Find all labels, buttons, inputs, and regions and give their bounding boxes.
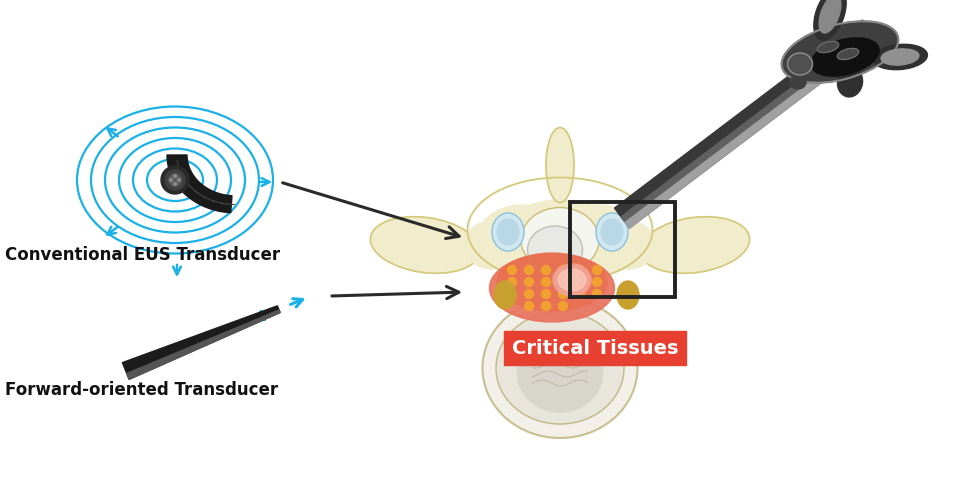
Polygon shape <box>624 33 878 228</box>
Circle shape <box>592 265 602 274</box>
Circle shape <box>508 265 516 274</box>
Circle shape <box>524 265 534 274</box>
Polygon shape <box>614 20 878 228</box>
Ellipse shape <box>517 334 603 412</box>
Ellipse shape <box>641 217 750 273</box>
Ellipse shape <box>558 269 586 291</box>
Polygon shape <box>621 29 872 221</box>
Ellipse shape <box>497 219 519 245</box>
Circle shape <box>576 278 584 286</box>
Circle shape <box>542 302 550 311</box>
Text: Forward-oriented Transducer: Forward-oriented Transducer <box>5 381 278 399</box>
Ellipse shape <box>811 38 879 76</box>
Ellipse shape <box>814 0 846 40</box>
Text: Critical Tissues: Critical Tissues <box>512 338 678 358</box>
Ellipse shape <box>497 253 607 311</box>
Circle shape <box>165 170 185 190</box>
Ellipse shape <box>553 205 643 275</box>
Ellipse shape <box>494 281 516 309</box>
Ellipse shape <box>464 221 519 269</box>
Ellipse shape <box>817 42 839 53</box>
Ellipse shape <box>790 75 806 89</box>
Circle shape <box>592 290 602 298</box>
Circle shape <box>524 278 534 286</box>
Polygon shape <box>167 155 232 213</box>
Circle shape <box>508 290 516 298</box>
Ellipse shape <box>510 200 610 250</box>
Polygon shape <box>127 310 280 380</box>
Ellipse shape <box>872 44 927 70</box>
Ellipse shape <box>492 213 524 251</box>
Circle shape <box>161 166 189 194</box>
Circle shape <box>558 278 568 286</box>
Circle shape <box>173 183 176 185</box>
Circle shape <box>173 174 176 177</box>
Ellipse shape <box>596 213 628 251</box>
Bar <box>570 202 675 297</box>
Ellipse shape <box>788 53 812 75</box>
Ellipse shape <box>601 219 623 245</box>
Circle shape <box>542 265 550 274</box>
Circle shape <box>558 302 568 311</box>
Circle shape <box>170 178 172 182</box>
Circle shape <box>542 278 550 286</box>
Ellipse shape <box>521 207 599 272</box>
Ellipse shape <box>617 281 639 309</box>
Circle shape <box>542 290 550 298</box>
Ellipse shape <box>837 67 862 97</box>
Circle shape <box>524 302 534 311</box>
Ellipse shape <box>546 128 574 203</box>
Ellipse shape <box>782 21 898 83</box>
Ellipse shape <box>483 298 638 438</box>
Ellipse shape <box>819 0 841 33</box>
Ellipse shape <box>553 264 591 296</box>
Circle shape <box>177 178 180 182</box>
Ellipse shape <box>496 312 624 424</box>
Ellipse shape <box>477 205 567 275</box>
Circle shape <box>508 278 516 286</box>
Circle shape <box>558 290 568 298</box>
Circle shape <box>558 265 568 274</box>
Ellipse shape <box>881 49 919 65</box>
Polygon shape <box>122 306 280 380</box>
Circle shape <box>576 265 584 274</box>
Ellipse shape <box>837 48 859 60</box>
Ellipse shape <box>527 226 582 274</box>
Ellipse shape <box>601 221 655 269</box>
Circle shape <box>592 278 602 286</box>
Circle shape <box>576 290 584 298</box>
Ellipse shape <box>489 254 614 322</box>
Circle shape <box>169 174 181 186</box>
Circle shape <box>524 290 534 298</box>
Text: Conventional EUS Transducer: Conventional EUS Transducer <box>5 246 280 264</box>
Ellipse shape <box>370 217 480 273</box>
